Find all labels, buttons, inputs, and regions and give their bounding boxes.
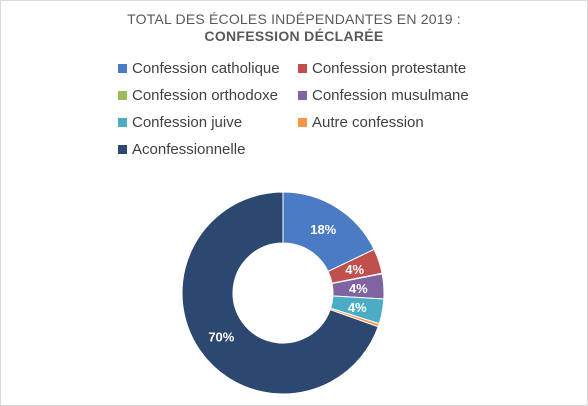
slice-data-label: 4% [349, 281, 368, 296]
legend-label: Confession orthodoxe [132, 86, 278, 104]
chart-legend: Confession catholique Confession protesta… [1, 1, 587, 161]
legend-item: Confession catholique [118, 58, 280, 78]
legend-item: Confession juive [118, 112, 242, 132]
legend-label: Confession catholique [132, 59, 280, 77]
legend-item: Confession musulmane [298, 85, 469, 105]
legend-label: Confession musulmane [312, 86, 469, 104]
slice-data-label: 4% [345, 262, 364, 277]
chart-title-line-1: TOTAL DES ÉCOLES INDÉPENDANTES EN 2019 : [127, 11, 461, 27]
legend-item: Confession orthodoxe [118, 85, 278, 105]
legend-item: Aconfessionnelle [118, 139, 245, 159]
legend-item: Confession protestante [298, 58, 466, 78]
legend-swatch [298, 63, 307, 73]
legend-label: Confession juive [132, 113, 243, 131]
legend-swatch [118, 117, 127, 127]
slice-data-label: 18% [310, 222, 336, 237]
legend-label: Autre confession [312, 113, 424, 131]
slice-data-label: 4% [348, 300, 367, 315]
legend-swatch [118, 144, 127, 154]
legend-label: Confession protestante [312, 59, 467, 77]
legend-label: Aconfessionnelle [132, 140, 246, 158]
chart-title: TOTAL DES ÉCOLES INDÉPENDANTES EN 2019 :… [1, 11, 587, 45]
donut-slice [181, 191, 379, 395]
legend-swatch [118, 90, 127, 100]
legend-item: Autre confession [298, 112, 424, 132]
legend-swatch [118, 63, 127, 73]
chart-title-line-2: CONFESSION DÉCLARÉE [204, 28, 384, 44]
legend-swatch [298, 90, 307, 100]
slice-data-label: 70% [208, 330, 234, 345]
legend-swatch [298, 117, 307, 127]
